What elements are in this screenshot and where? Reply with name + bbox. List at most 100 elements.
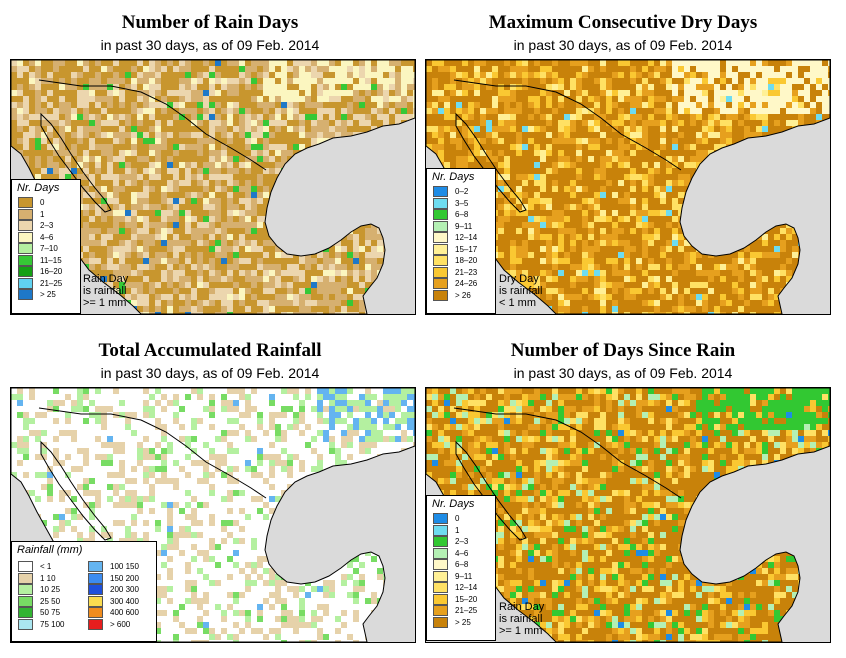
legend-swatch xyxy=(88,595,103,607)
legend-label: 15–20 xyxy=(455,594,478,604)
legend-item: 300 400 xyxy=(82,595,156,608)
legend-swatch xyxy=(433,243,448,255)
legend-label: 200 300 xyxy=(110,585,139,594)
legend-item: 9–11 xyxy=(427,220,495,233)
legend-label: > 26 xyxy=(455,290,471,300)
legend-item: 200 300 xyxy=(82,584,156,596)
legend-swatch xyxy=(18,231,33,243)
legend-item: 10 25 xyxy=(12,584,82,596)
legend-label: < 1 xyxy=(40,562,52,571)
country-border xyxy=(38,79,267,171)
legend-swatch xyxy=(18,561,33,572)
dry-day-definition-note: Dry Day is rainfall < 1 mm xyxy=(499,273,542,309)
legend-item: 2–3 xyxy=(12,220,80,232)
legend-swatch xyxy=(18,607,33,618)
legend-label: 21–25 xyxy=(40,278,63,288)
legend-label: 15–17 xyxy=(455,244,478,254)
panel-title-dry-days: Maximum Consecutive Dry Days xyxy=(488,12,758,33)
legend-item: 21–25 xyxy=(427,605,495,617)
legend-item: 12–14 xyxy=(427,582,495,594)
legend-swatch xyxy=(18,220,33,231)
rain-day-definition-note: Rain Day is rainfall >= 1 mm xyxy=(499,601,544,637)
legend-label: 2–3 xyxy=(455,537,469,546)
legend-swatch xyxy=(18,243,33,254)
note-line: is rainfall xyxy=(83,285,127,297)
legend-label: 3–5 xyxy=(455,198,469,208)
legend-swatch xyxy=(433,547,448,559)
legend-item: 75 100 xyxy=(12,618,82,631)
legend-swatch xyxy=(433,209,448,220)
legend-item: 25 50 xyxy=(12,595,82,608)
legend-items-left: < 1 1 10 10 25 25 50 50 75 75 100 xyxy=(12,561,82,630)
legend-item: 3–5 xyxy=(427,197,495,210)
note-line: >= 1 mm xyxy=(83,297,127,309)
legend-label: 6–8 xyxy=(455,210,469,219)
legend-item: 0 xyxy=(12,197,80,209)
legend-label: 21–25 xyxy=(455,606,478,615)
legend-swatch xyxy=(433,220,448,232)
legend-swatch xyxy=(88,584,103,595)
legend-label: 0 xyxy=(455,514,460,523)
legend-item: 1 10 xyxy=(12,572,82,585)
legend-item: 0–2 xyxy=(427,186,495,198)
legend-item: 21–23 xyxy=(427,266,495,279)
legend-label: 1 10 xyxy=(40,573,56,583)
legend-items-right: 100 150 150 200 200 300 300 400 400 600 > 600 xyxy=(82,561,156,630)
legend-item: 1 xyxy=(427,524,495,537)
legend-swatch xyxy=(88,618,103,630)
country-border xyxy=(38,407,267,499)
legend-item: 6–8 xyxy=(427,209,495,221)
legend-label: 24–26 xyxy=(455,279,478,288)
legend-label: > 25 xyxy=(40,290,56,299)
legend-label: 9–11 xyxy=(455,221,473,231)
legend-item: 21–25 xyxy=(12,277,80,290)
legend-swatch xyxy=(18,197,33,208)
country-border xyxy=(453,407,682,499)
legend-swatch xyxy=(88,561,103,572)
legend-item: 7–10 xyxy=(12,243,80,255)
legend-label: 21–23 xyxy=(455,267,478,277)
legend-label: 16–20 xyxy=(40,267,63,276)
legend-swatch xyxy=(433,570,448,582)
legend-item: 4–6 xyxy=(427,547,495,560)
legend-label: 0–2 xyxy=(455,187,469,196)
legend-swatch xyxy=(18,266,33,277)
legend-item: 15–20 xyxy=(427,593,495,606)
legend-label: 18–20 xyxy=(455,256,478,265)
legend-item: 1 xyxy=(12,208,80,221)
dry-days-legend: Nr. Days 0–2 3–5 6–8 9–11 12–14 15–17 18–20 21–… xyxy=(426,168,496,314)
map-canvas xyxy=(426,388,830,642)
rain-days-legend: Nr. Days 0 1 2–3 4–6 7–10 11–15 16–20 21–25 > 25 xyxy=(11,179,81,314)
legend-swatch xyxy=(88,607,103,618)
legend-swatch xyxy=(433,197,448,209)
legend-label: 4–6 xyxy=(455,548,469,558)
legend-item: 11–15 xyxy=(12,254,80,267)
legend-item: 16–20 xyxy=(12,266,80,278)
legend-swatch xyxy=(433,524,448,536)
legend-label: 100 150 xyxy=(110,562,139,571)
legend-swatch xyxy=(18,618,33,630)
note-line: Rain Day xyxy=(83,273,129,285)
legend-title: Rainfall (mm) xyxy=(17,544,83,556)
legend-swatch xyxy=(433,559,448,570)
legend-item: > 600 xyxy=(82,618,156,631)
legend-label: 7–10 xyxy=(40,244,58,253)
legend-swatch xyxy=(433,605,448,616)
legend-label: 400 600 xyxy=(110,608,139,617)
note-line: is rainfall xyxy=(499,613,543,625)
legend-item: 150 200 xyxy=(82,572,156,585)
legend-label: > 25 xyxy=(455,617,471,627)
legend-title: Nr. Days xyxy=(432,171,475,183)
legend-swatch xyxy=(433,536,448,547)
legend-swatch xyxy=(433,278,448,289)
legend-item: 400 600 xyxy=(82,607,156,619)
legend-swatch xyxy=(18,572,33,584)
legend-label: 50 75 xyxy=(40,608,61,617)
legend-label: 2–3 xyxy=(40,221,54,230)
panel-subtitle-days-since-rain: in past 30 days, as of 09 Feb. 2014 xyxy=(513,365,733,381)
legend-label: 300 400 xyxy=(110,596,139,606)
legend-label: 0 xyxy=(40,198,45,207)
note-line: Dry Day xyxy=(499,273,539,285)
legend-label: 10 25 xyxy=(40,585,61,594)
legend-item: < 1 xyxy=(12,561,82,573)
